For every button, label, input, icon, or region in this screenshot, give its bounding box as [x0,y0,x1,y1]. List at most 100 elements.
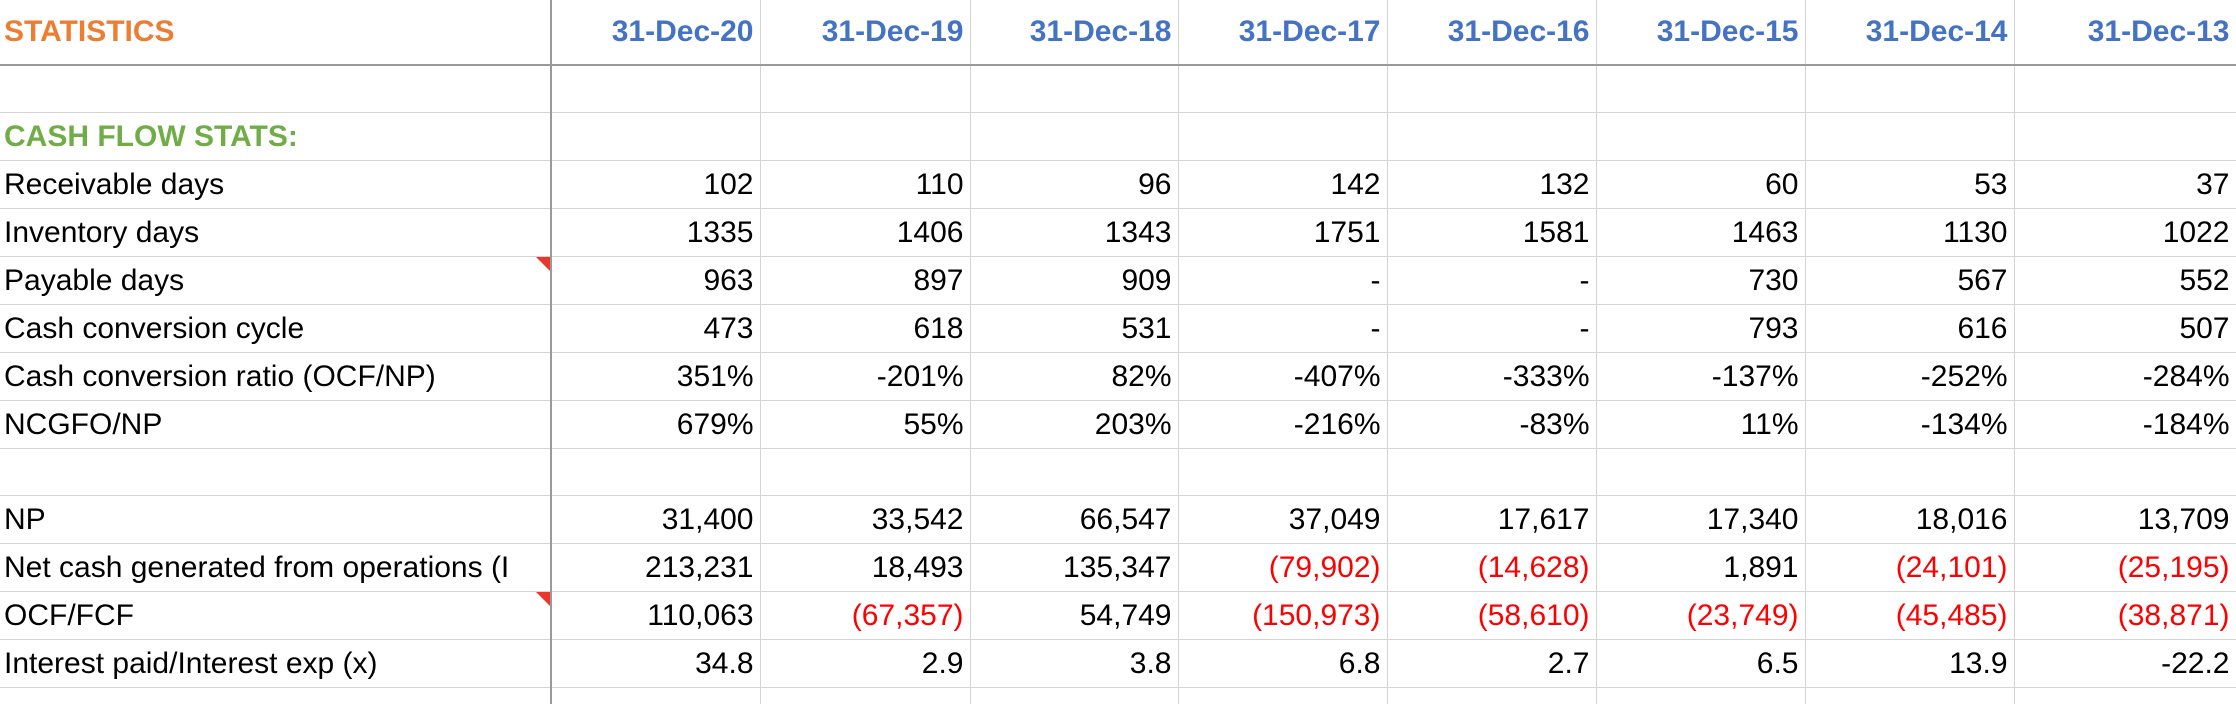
value-cell[interactable]: 3.8 [970,639,1179,688]
empty-cell[interactable] [1178,687,1388,704]
row-label-cell[interactable]: OCF/FCF [0,591,552,640]
value-cell[interactable]: (67,357) [760,591,971,640]
date-header-cell[interactable]: 31-Dec-13 [2014,0,2236,66]
value-cell[interactable]: 31,400 [551,495,761,544]
value-cell[interactable]: 54,749 [970,591,1179,640]
value-cell[interactable]: 531 [970,304,1179,353]
value-cell[interactable]: 18,016 [1805,495,2015,544]
value-cell[interactable]: (24,101) [1805,543,2015,592]
value-cell[interactable]: 132 [1387,160,1597,209]
empty-cell[interactable] [1805,687,2015,704]
value-cell[interactable]: 897 [760,256,971,305]
value-cell[interactable]: (25,195) [2014,543,2236,592]
value-cell[interactable]: 102 [551,160,761,209]
empty-cell[interactable] [1596,65,1806,113]
value-cell[interactable]: (150,973) [1178,591,1388,640]
value-cell[interactable]: -407% [1178,352,1388,401]
value-cell[interactable]: (45,485) [1805,591,2015,640]
empty-cell[interactable] [551,448,761,496]
value-cell[interactable]: 1335 [551,208,761,257]
row-label-cell[interactable]: Net cash generated from operations (I [0,543,552,592]
empty-cell[interactable] [1178,112,1388,161]
value-cell[interactable]: 213,231 [551,543,761,592]
row-label-cell[interactable]: NP [0,495,552,544]
value-cell[interactable]: 82% [970,352,1179,401]
comment-indicator-icon[interactable] [536,256,549,271]
empty-cell[interactable] [760,112,971,161]
empty-cell[interactable] [551,65,761,113]
empty-cell[interactable] [2014,65,2236,113]
empty-cell[interactable] [970,112,1179,161]
row-label-cell[interactable]: Interest paid/Interest exp (x) [0,639,552,688]
value-cell[interactable]: -134% [1805,400,2015,449]
value-cell[interactable]: - [1178,304,1388,353]
value-cell[interactable]: - [1178,256,1388,305]
date-header-cell[interactable]: 31-Dec-14 [1805,0,2015,66]
value-cell[interactable]: 55% [760,400,971,449]
value-cell[interactable]: 11% [1596,400,1806,449]
comment-indicator-icon[interactable] [536,591,549,606]
value-cell[interactable]: -216% [1178,400,1388,449]
empty-cell[interactable] [1387,112,1597,161]
date-header-cell[interactable]: 31-Dec-19 [760,0,971,66]
value-cell[interactable]: 351% [551,352,761,401]
value-cell[interactable]: 616 [1805,304,2015,353]
empty-cell[interactable] [2014,687,2236,704]
empty-cell[interactable] [760,687,971,704]
empty-cell[interactable] [1596,112,1806,161]
empty-cell[interactable] [1596,687,1806,704]
row-label-cell[interactable]: Payable days [0,256,552,305]
value-cell[interactable]: 96 [970,160,1179,209]
value-cell[interactable]: 110,063 [551,591,761,640]
date-header-cell[interactable]: 31-Dec-20 [551,0,761,66]
empty-cell[interactable] [0,448,552,496]
value-cell[interactable]: -184% [2014,400,2236,449]
value-cell[interactable]: -284% [2014,352,2236,401]
empty-cell[interactable] [1805,112,2015,161]
value-cell[interactable]: 18,493 [760,543,971,592]
value-cell[interactable]: 1,891 [1596,543,1806,592]
row-label-cell[interactable]: Receivable days [0,160,552,209]
value-cell[interactable]: 1463 [1596,208,1806,257]
value-cell[interactable]: 33,542 [760,495,971,544]
value-cell[interactable]: 567 [1805,256,2015,305]
value-cell[interactable]: 13.9 [1805,639,2015,688]
empty-cell[interactable] [760,448,971,496]
value-cell[interactable]: 66,547 [970,495,1179,544]
value-cell[interactable]: 17,340 [1596,495,1806,544]
value-cell[interactable]: 135,347 [970,543,1179,592]
value-cell[interactable]: 60 [1596,160,1806,209]
value-cell[interactable]: (23,749) [1596,591,1806,640]
value-cell[interactable]: 679% [551,400,761,449]
empty-cell[interactable] [1805,65,2015,113]
empty-cell[interactable] [970,448,1179,496]
value-cell[interactable]: 53 [1805,160,2015,209]
value-cell[interactable]: 6.5 [1596,639,1806,688]
value-cell[interactable]: - [1387,256,1597,305]
value-cell[interactable]: -201% [760,352,971,401]
empty-cell[interactable] [0,65,552,113]
value-cell[interactable]: -252% [1805,352,2015,401]
empty-cell[interactable] [970,65,1179,113]
value-cell[interactable]: 963 [551,256,761,305]
value-cell[interactable]: (79,902) [1178,543,1388,592]
value-cell[interactable]: 142 [1178,160,1388,209]
empty-cell[interactable] [2014,448,2236,496]
empty-cell[interactable] [1387,65,1597,113]
empty-cell[interactable] [2014,112,2236,161]
value-cell[interactable]: 110 [760,160,971,209]
row-label-cell[interactable]: Cash conversion cycle [0,304,552,353]
row-label-cell[interactable]: Inventory days [0,208,552,257]
value-cell[interactable]: 1581 [1387,208,1597,257]
value-cell[interactable]: - [1387,304,1597,353]
value-cell[interactable]: 793 [1596,304,1806,353]
value-cell[interactable]: 13,709 [2014,495,2236,544]
sheet-title-cell[interactable]: STATISTICS [0,0,552,66]
section-title-cell[interactable]: CASH FLOW STATS: [0,112,552,161]
row-label-cell[interactable]: Cash conversion ratio (OCF/NP) [0,352,552,401]
value-cell[interactable]: 1751 [1178,208,1388,257]
value-cell[interactable]: 6.8 [1178,639,1388,688]
empty-cell[interactable] [1387,448,1597,496]
value-cell[interactable]: -83% [1387,400,1597,449]
empty-cell[interactable] [1178,448,1388,496]
